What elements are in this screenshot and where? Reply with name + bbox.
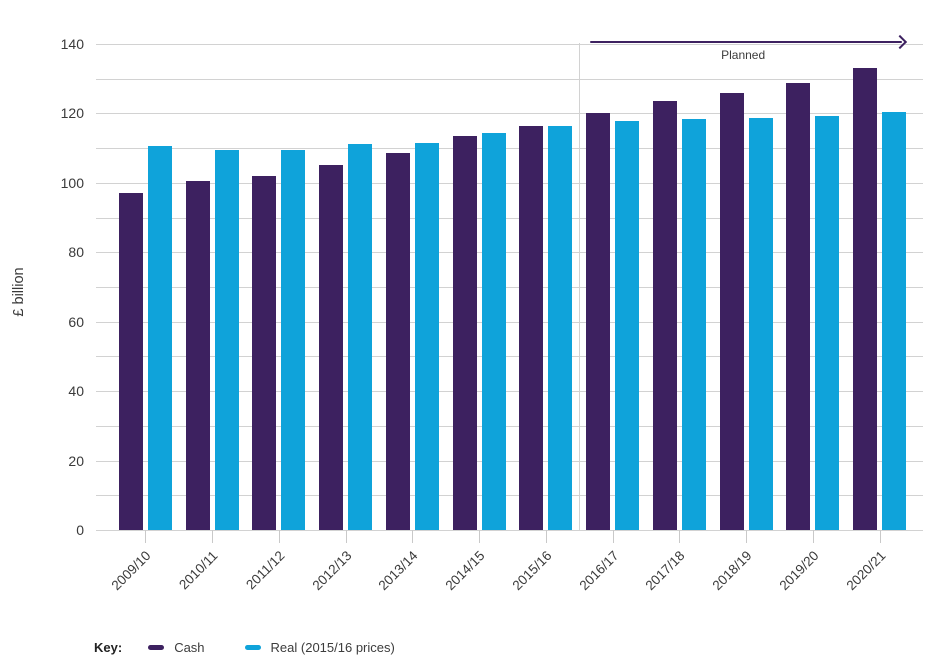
bar-real-2015-16-prices (214, 150, 239, 530)
y-tick-label: 0 (76, 522, 84, 538)
x-tick-label: 2020/21 (843, 548, 889, 594)
x-tick-label: 2016/17 (576, 548, 622, 594)
bar-real-2015-16-prices (815, 116, 840, 530)
gridline (96, 78, 923, 80)
gridline (96, 113, 923, 115)
bar-cash (118, 193, 143, 530)
x-axis-tick (212, 530, 214, 543)
gridline (96, 148, 923, 150)
legend-item-label: Cash (174, 640, 205, 655)
bar-real-2015-16-prices (147, 145, 172, 530)
gridline (96, 425, 923, 427)
x-tick-label: 2019/20 (776, 548, 822, 594)
bar-real-2015-16-prices (414, 142, 439, 530)
legend-swatch-icon (244, 645, 261, 650)
legend-items: Cash Real (2015/16 prices) (148, 640, 435, 655)
chart-legend: Key: Cash Real (2015/16 prices) (94, 640, 435, 655)
x-axis-tick (879, 530, 881, 543)
bar-real-2015-16-prices (481, 133, 506, 530)
legend-item: Real (2015/16 prices) (244, 640, 395, 655)
x-tick-label: 2009/10 (108, 548, 154, 594)
x-tick-label: 2010/11 (176, 548, 221, 593)
bar-cash (786, 83, 811, 530)
y-tick-label: 40 (68, 383, 84, 400)
y-tick-label: 100 (60, 174, 84, 191)
bar-cash (652, 100, 677, 530)
bar-real-2015-16-prices (548, 125, 573, 530)
planned-arrow-head (892, 34, 908, 49)
y-tick-label: 60 (68, 313, 84, 330)
planned-annotation-label: Planned (721, 48, 766, 62)
bar-real-2015-16-prices (681, 118, 706, 530)
bar-cash (252, 175, 277, 530)
gridline (96, 356, 923, 358)
x-axis-tick (345, 530, 347, 543)
x-axis-tick (145, 530, 147, 543)
y-tick-label: 20 (68, 452, 84, 469)
x-tick-label: 2012/13 (309, 548, 355, 594)
x-tick-label: 2018/19 (709, 548, 755, 594)
gridline (96, 44, 923, 45)
planned-divider-line (579, 43, 581, 530)
bar-cash (853, 67, 878, 530)
y-tick-label: 120 (60, 105, 84, 122)
x-tick-label: 2011/12 (243, 548, 288, 593)
bar-real-2015-16-prices (748, 117, 773, 530)
bar-cash (319, 164, 344, 530)
gridline (96, 287, 923, 288)
x-axis-tick (746, 530, 748, 543)
y-tick-label: 140 (60, 36, 84, 52)
gridline (96, 252, 923, 254)
x-tick-label: 2015/16 (509, 548, 555, 594)
legend-item: Cash (148, 640, 205, 655)
x-axis-tick (812, 530, 814, 543)
bar-real-2015-16-prices (882, 111, 907, 530)
gridline (96, 321, 923, 323)
bar-cash (452, 136, 477, 530)
gridline (96, 495, 923, 497)
bar-cash (586, 112, 611, 530)
bar-real-2015-16-prices (281, 149, 306, 530)
x-tick-label: 2013/14 (375, 548, 421, 594)
x-axis-tick (679, 530, 681, 543)
gridline (96, 530, 923, 531)
bar-cash (519, 125, 544, 530)
legend-item-label: Real (2015/16 prices) (270, 640, 395, 655)
x-tick-label: 2014/15 (442, 548, 488, 594)
gridline (96, 460, 923, 462)
bar-real-2015-16-prices (615, 120, 640, 530)
x-axis-tick (412, 530, 414, 543)
bar-cash (185, 181, 210, 530)
bar-cash (385, 153, 410, 530)
legend-swatch-icon (148, 645, 165, 650)
gridline (96, 391, 923, 393)
x-axis-tick (545, 530, 547, 543)
bar-cash (719, 92, 744, 530)
x-axis-tick (479, 530, 481, 543)
legend-key-label: Key: (94, 640, 123, 655)
gridline (96, 217, 923, 219)
y-tick-label: 80 (68, 244, 84, 261)
x-axis-tick (278, 530, 280, 543)
planned-arrow (590, 40, 902, 43)
x-tick-label: 2017/18 (642, 548, 688, 594)
x-axis-tick (612, 530, 614, 543)
gridline (96, 182, 923, 184)
bar-real-2015-16-prices (348, 144, 373, 530)
